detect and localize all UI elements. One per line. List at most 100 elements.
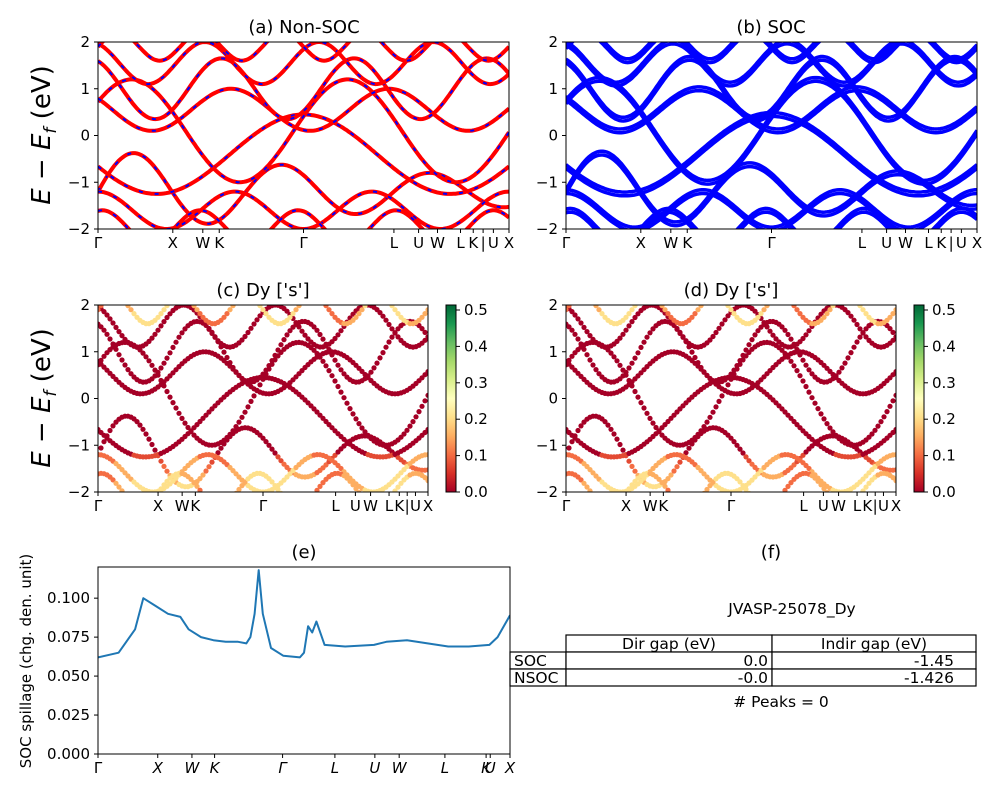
projected-band-point [728, 371, 734, 377]
projected-band-point [725, 374, 731, 380]
colorbar-tick-label: 0.3 [464, 374, 488, 392]
x-tick-label: K [468, 234, 479, 252]
projected-band-point [587, 333, 593, 339]
projected-band-point [812, 400, 818, 406]
projected-band-point [98, 305, 104, 309]
projected-band-point [323, 305, 329, 309]
projected-band-point [194, 483, 200, 489]
projected-band-point [869, 431, 875, 437]
projected-band-point [356, 421, 362, 427]
projected-band-point [725, 305, 731, 309]
projected-band-point [692, 311, 698, 317]
projected-band-point [152, 447, 158, 453]
projected-band-point [590, 362, 596, 368]
projected-band-point [662, 483, 668, 489]
projected-band-point [875, 423, 881, 429]
projected-band-point [272, 450, 278, 456]
x-tick-label: L [858, 234, 867, 252]
projected-band-point [365, 373, 371, 379]
projected-band-point [806, 328, 812, 334]
projected-band-point [143, 431, 149, 437]
x-tick-label: U [413, 234, 424, 252]
projected-band-point [416, 409, 422, 415]
projected-band-point [353, 314, 359, 320]
table-row-label: SOC [514, 652, 547, 670]
projected-band-point [128, 371, 134, 377]
projected-band-point [278, 458, 284, 464]
projected-band-point [746, 490, 752, 492]
projected-band-point [425, 392, 428, 398]
projected-band-point [824, 490, 830, 492]
projected-band-point [179, 330, 185, 336]
projected-band-point [158, 311, 164, 317]
projected-band-point [632, 468, 638, 474]
band-line-soc [566, 149, 977, 224]
projected-band-point [152, 331, 158, 337]
projected-band-point [656, 428, 662, 435]
y-tick-label: −2 [68, 220, 90, 238]
projected-band-point [158, 458, 164, 464]
projected-band-point [278, 490, 284, 492]
projected-band-point [365, 300, 370, 305]
projected-band-point [887, 314, 893, 320]
projected-band-point [425, 369, 428, 375]
projected-band-point [566, 445, 572, 451]
projected-band-point [161, 463, 167, 469]
projected-band-point [614, 358, 620, 364]
projected-band-point [707, 414, 713, 420]
projected-band-point [227, 360, 233, 366]
projected-band-point [188, 300, 193, 305]
projected-band-point [857, 326, 863, 332]
x-tick-label: U [369, 759, 380, 777]
projected-band-point [158, 365, 164, 371]
projected-band-point [284, 332, 290, 338]
projected-band-point [647, 330, 653, 336]
projected-band-point [845, 310, 851, 316]
projected-band-point [134, 419, 140, 425]
projected-band-point [605, 422, 611, 428]
projected-band-point [719, 393, 725, 399]
band-line-soc [566, 79, 977, 186]
projected-band-point [335, 362, 341, 368]
projected-band-point [197, 487, 203, 492]
projected-band-point [755, 328, 761, 334]
projected-band-point [116, 352, 122, 358]
projected-band-point [392, 307, 398, 313]
projected-band-point [860, 488, 866, 492]
panel-f-gap-table: JVASP-25078_Dy Dir gap (eV) Indir gap (e… [509, 600, 977, 711]
projected-band-point [866, 480, 872, 486]
projected-band-point [893, 467, 896, 473]
projected-band-point [260, 371, 266, 377]
projected-band-point [137, 422, 143, 428]
x-tick-label: Γ [562, 234, 571, 252]
projected-band-point [788, 480, 794, 486]
projected-band-point [758, 311, 764, 317]
projected-band-point [389, 326, 395, 332]
x-tick-label: Γ [94, 234, 103, 252]
projected-band-point [800, 378, 806, 384]
x-tick-label: K [682, 234, 693, 252]
projected-band-point [794, 346, 800, 353]
x-tick-label: K [394, 497, 405, 515]
projected-band-point [710, 409, 716, 415]
projected-band-point [656, 476, 662, 482]
projected-band-point [587, 357, 593, 363]
projected-band-point [353, 486, 359, 492]
projected-band-point [740, 450, 746, 456]
projected-band-point [698, 305, 704, 309]
projected-band-point [263, 367, 269, 373]
band-line-soc [566, 88, 977, 135]
projected-band-point [101, 353, 107, 359]
panel-e-ylabel: SOC spillage (chg. den. unit) [17, 554, 35, 769]
projected-band-point [731, 439, 737, 445]
projected-band-point [743, 347, 749, 353]
band-line-soc [566, 42, 977, 65]
projected-band-point [320, 358, 326, 364]
projected-band-point [230, 305, 236, 309]
projected-band-point [275, 347, 281, 353]
projected-band-point [317, 483, 323, 489]
projected-band-point [785, 483, 791, 489]
band-line-soc [566, 42, 977, 88]
projected-band-point [425, 478, 428, 484]
